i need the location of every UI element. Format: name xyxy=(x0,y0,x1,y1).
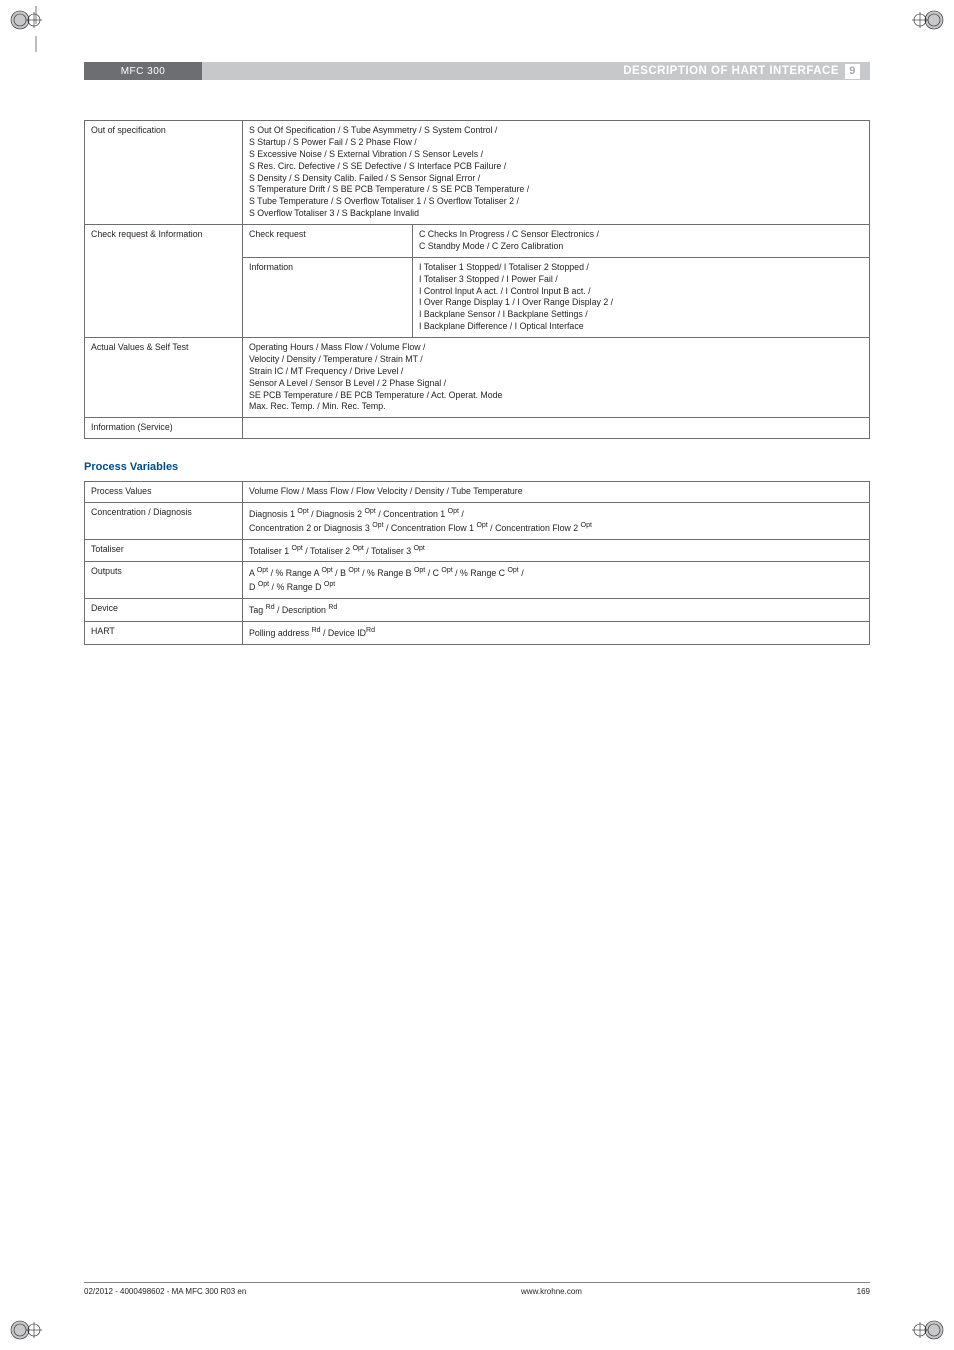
table-cell: C Checks In Progress / C Sensor Electron… xyxy=(413,225,870,258)
section-heading: Process Variables xyxy=(84,461,870,473)
table-row: OutputsA Opt / % Range A Opt / B Opt / %… xyxy=(85,562,870,599)
table-row: TotaliserTotaliser 1 Opt / Totaliser 2 O… xyxy=(85,539,870,562)
table-row: Process ValuesVolume Flow / Mass Flow / … xyxy=(85,482,870,503)
table-row: Out of specificationS Out Of Specificati… xyxy=(85,121,870,225)
table-cell: Out of specification xyxy=(85,121,243,225)
table-cell: Outputs xyxy=(85,562,243,599)
table-cell: Volume Flow / Mass Flow / Flow Velocity … xyxy=(243,482,870,503)
crop-mark-icon xyxy=(902,6,948,52)
header-model: MFC 300 xyxy=(121,66,166,77)
table-cell: Check request xyxy=(243,225,413,258)
table-cell: Totaliser 1 Opt / Totaliser 2 Opt / Tota… xyxy=(243,539,870,562)
table-cell: S Out Of Specification / S Tube Asymmetr… xyxy=(243,121,870,225)
process-variables-table: Process ValuesVolume Flow / Mass Flow / … xyxy=(84,481,870,644)
table-cell: HART xyxy=(85,621,243,644)
table-cell: I Totaliser 1 Stopped/ I Totaliser 2 Sto… xyxy=(413,257,870,337)
footer-right: 169 xyxy=(857,1287,870,1296)
header-section-number: 9 xyxy=(845,64,860,79)
table-cell: Polling address Rd / Device IDRd xyxy=(243,621,870,644)
header-model-bar: MFC 300 xyxy=(84,62,202,80)
specification-table-1: Out of specificationS Out Of Specificati… xyxy=(84,120,870,439)
table-row: Actual Values & Self TestOperating Hours… xyxy=(85,338,870,418)
table-cell: Information (Service) xyxy=(85,418,243,439)
table-row: Concentration / DiagnosisDiagnosis 1 Opt… xyxy=(85,503,870,540)
table-cell: Actual Values & Self Test xyxy=(85,338,243,418)
table-row: HARTPolling address Rd / Device IDRd xyxy=(85,621,870,644)
footer-left: 02/2012 - 4000498602 - MA MFC 300 R03 en xyxy=(84,1287,246,1296)
table-cell: Information xyxy=(243,257,413,337)
header-title: DESCRIPTION OF HART INTERFACE xyxy=(623,65,839,77)
table-row: DeviceTag Rd / Description Rd xyxy=(85,598,870,621)
crop-mark-icon xyxy=(902,1298,948,1344)
table-row: Check request & InformationCheck request… xyxy=(85,225,870,258)
table-row: Information (Service) xyxy=(85,418,870,439)
table-cell: Process Values xyxy=(85,482,243,503)
table-cell: Concentration / Diagnosis xyxy=(85,503,243,540)
table-cell: Tag Rd / Description Rd xyxy=(243,598,870,621)
page-content: DESCRIPTION OF HART INTERFACE 9 MFC 300 … xyxy=(0,0,954,645)
table-cell: A Opt / % Range A Opt / B Opt / % Range … xyxy=(243,562,870,599)
crop-mark-icon xyxy=(6,1298,52,1344)
table-cell: Operating Hours / Mass Flow / Volume Flo… xyxy=(243,338,870,418)
table-cell: Totaliser xyxy=(85,539,243,562)
footer-center: www.krohne.com xyxy=(521,1287,582,1296)
table-cell: Diagnosis 1 Opt / Diagnosis 2 Opt / Conc… xyxy=(243,503,870,540)
page-header: DESCRIPTION OF HART INTERFACE 9 MFC 300 xyxy=(84,62,870,80)
table-cell xyxy=(243,418,870,439)
table-cell: Device xyxy=(85,598,243,621)
page-footer: 02/2012 - 4000498602 - MA MFC 300 R03 en… xyxy=(84,1282,870,1296)
crop-mark-icon xyxy=(6,6,52,52)
table-cell: Check request & Information xyxy=(85,225,243,338)
